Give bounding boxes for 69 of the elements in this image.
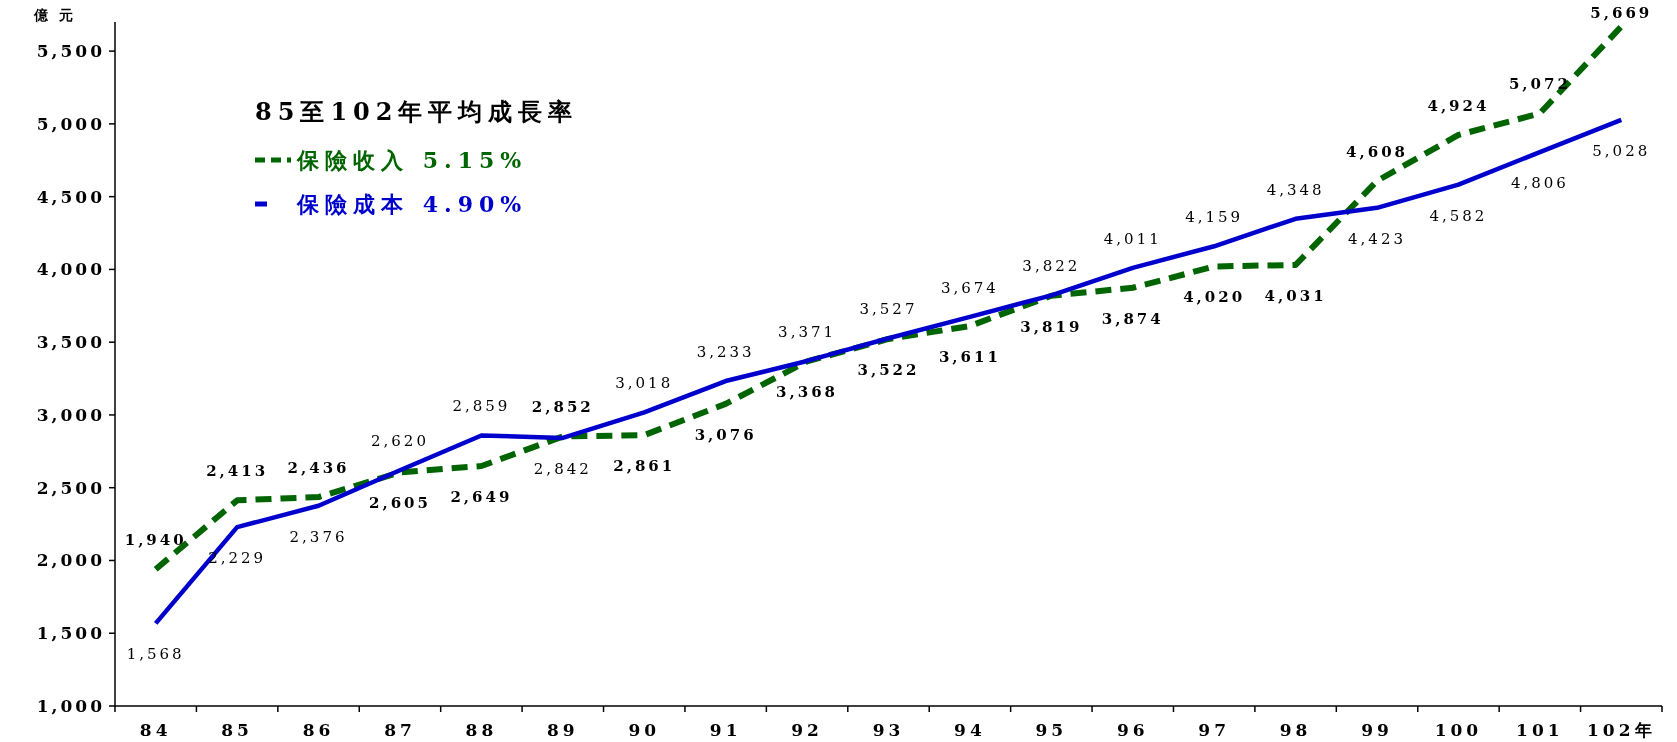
data-label: 4,159 (1185, 208, 1244, 227)
x-tick-label: 85 (221, 720, 253, 740)
x-tick-label: 88 (465, 720, 498, 740)
data-label: 2,413 (206, 462, 269, 481)
data-label: 3,368 (776, 383, 839, 402)
y-axis-title: 億 元 (33, 7, 76, 23)
x-tick-label: 84 (139, 720, 172, 740)
x-tick-label: 102年 (1587, 720, 1656, 740)
data-label: 5,669 (1590, 4, 1653, 22)
data-label: 4,582 (1429, 206, 1488, 225)
y-tick-label: 2,000 (36, 550, 105, 571)
data-label: 2,620 (371, 432, 429, 451)
x-tick-label: 86 (302, 720, 335, 740)
data-label: 3,819 (1020, 317, 1083, 336)
x-tick-label: 91 (709, 720, 742, 740)
data-label: 3,018 (615, 374, 674, 393)
data-label: 3,822 (1022, 257, 1081, 276)
x-tick-label: 93 (872, 720, 905, 740)
data-label: 2,376 (289, 527, 348, 546)
data-label: 3,076 (694, 425, 757, 444)
data-label: 4,608 (1346, 142, 1409, 161)
data-label: 2,649 (450, 488, 513, 507)
x-tick-label: 90 (628, 720, 661, 740)
data-label: 3,527 (859, 300, 918, 319)
data-label: 3,674 (940, 278, 999, 297)
data-label: 2,436 (287, 459, 350, 478)
y-tick-label: 5,500 (36, 41, 105, 62)
x-tick-label: 99 (1361, 720, 1393, 740)
data-label: 3,522 (857, 360, 920, 379)
data-label: 4,924 (1427, 96, 1490, 115)
data-label: 4,348 (1266, 180, 1325, 199)
data-label: 2,842 (533, 459, 592, 478)
data-label: 1,940 (124, 531, 187, 550)
x-tick-label: 94 (954, 720, 986, 740)
data-label: 4,423 (1348, 229, 1406, 248)
data-label: 4,011 (1103, 229, 1162, 248)
data-label: 3,874 (1101, 309, 1164, 328)
data-label: 4,020 (1183, 288, 1246, 307)
x-tick-label: 100 (1434, 720, 1483, 740)
y-tick-label: 1,500 (36, 623, 105, 644)
data-label: 2,859 (452, 397, 511, 416)
data-label: 3,233 (696, 343, 755, 362)
x-tick-label: 89 (546, 720, 579, 740)
data-label: 4,031 (1264, 286, 1327, 305)
x-tick-label: 95 (1035, 720, 1068, 740)
data-label: 3,371 (778, 322, 837, 341)
x-tick-label: 101 (1516, 720, 1564, 740)
y-tick-label: 4,000 (36, 259, 105, 280)
x-tick-label: 96 (1116, 720, 1149, 740)
y-tick-label: 3,500 (36, 332, 105, 353)
y-tick-label: 2,500 (36, 477, 105, 498)
legend-title: 85至102年平均成長率 (255, 97, 579, 126)
x-tick-label: 92 (791, 720, 823, 740)
data-label: 3,611 (938, 348, 1001, 367)
legend-label: 保險成本 4.90% (296, 191, 528, 217)
y-tick-label: 5,000 (36, 113, 105, 134)
x-tick-label: 98 (1279, 720, 1312, 740)
data-label: 2,852 (531, 398, 594, 417)
x-tick-label: 87 (384, 720, 416, 740)
y-tick-label: 1,000 (36, 696, 105, 716)
y-tick-label: 4,500 (36, 186, 105, 207)
x-tick-label: 97 (1198, 720, 1231, 740)
y-tick-label: 3,000 (36, 404, 105, 425)
data-label: 1,568 (126, 645, 185, 664)
data-label: 4,806 (1510, 174, 1569, 193)
legend-label: 保險收入 5.15% (296, 147, 528, 173)
data-label: 5,028 (1592, 141, 1651, 160)
data-label: 2,605 (368, 494, 431, 513)
data-label: 2,861 (613, 457, 676, 476)
